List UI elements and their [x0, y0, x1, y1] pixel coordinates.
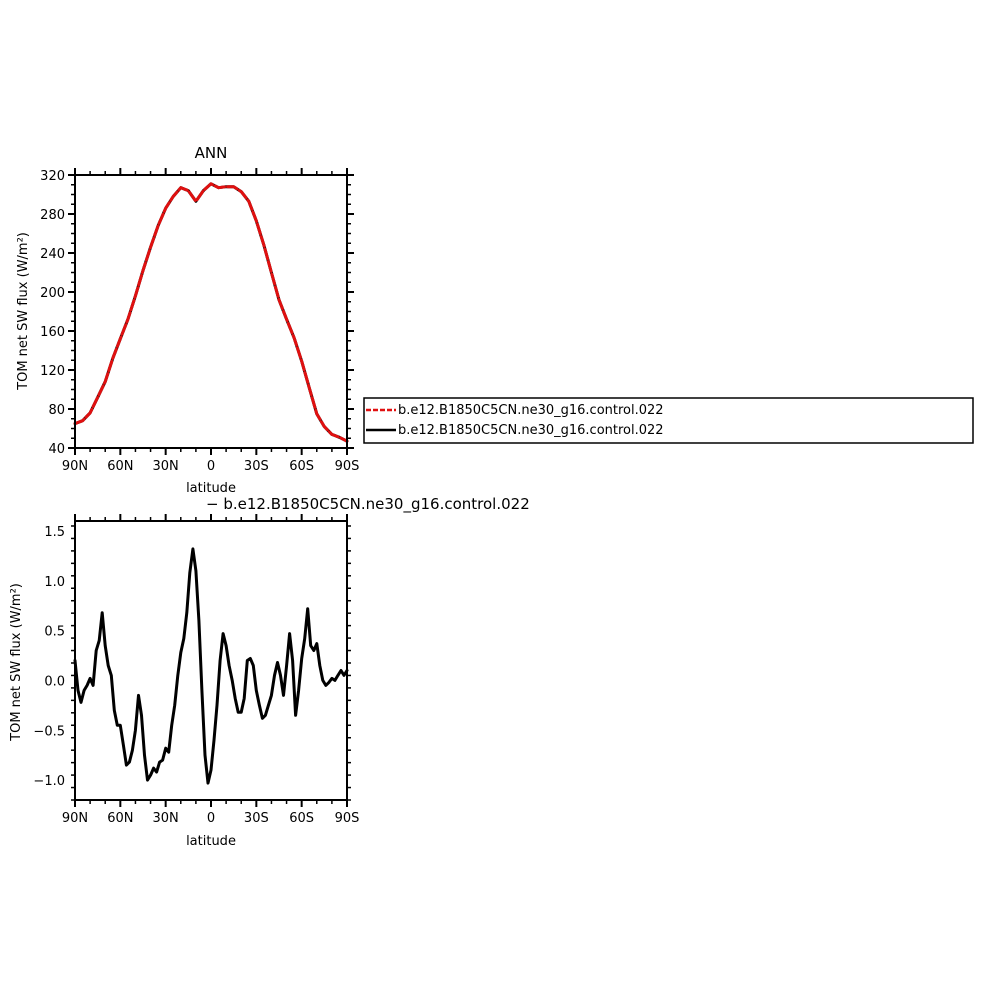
top-series-line-black-solid — [73, 182, 349, 443]
top-x-tick-label: 60S — [289, 459, 314, 474]
bottom-y-tick-label: 1.5 — [44, 525, 65, 540]
top-series-layer — [73, 182, 349, 443]
top-x-tick-label: 0 — [207, 459, 215, 474]
top-x-tick-label: 30N — [153, 459, 179, 474]
top-series-line-red-dashed — [73, 182, 349, 443]
legend-label-2: b.e12.B1850C5CN.ne30_g16.control.022 — [398, 423, 664, 438]
top-y-tick-label: 120 — [40, 364, 65, 379]
top-plot-frame — [74, 174, 348, 449]
legend-label-1: b.e12.B1850C5CN.ne30_g16.control.022 — [398, 403, 664, 418]
bottom-y-tick-label: −0.5 — [33, 724, 65, 739]
top-x-tick-label: 30S — [244, 459, 269, 474]
top-tick-layer: 90N 60N 30N 0 30S 60S 90S 40 80 120 160 200 240 280 32… — [40, 168, 359, 474]
bottom-y-tick-label: 0.0 — [44, 674, 65, 689]
top-y-tick-label: 160 — [40, 325, 65, 340]
top-y-tick-label: 280 — [40, 208, 65, 223]
top-y-tick-label: 320 — [40, 169, 65, 184]
top-y-axis-title: TOM net SW flux (W/m²) — [16, 232, 31, 391]
top-x-axis-title: latitude — [186, 481, 236, 496]
legend-box — [363, 397, 974, 444]
bottom-y-tick-label: 1.0 — [44, 575, 65, 590]
bottom-x-tick-label: 30N — [153, 811, 179, 826]
top-x-tick-label: 90S — [335, 459, 360, 474]
top-y-tick-label: 40 — [48, 442, 65, 457]
bottom-series-layer — [73, 547, 349, 785]
panel-bottom: − b.e12.B1850C5CN.ne30_g16.control.022 9… — [9, 495, 530, 849]
bottom-x-axis-title: latitude — [186, 834, 236, 849]
bottom-x-tick-label: 30S — [244, 811, 269, 826]
bottom-y-tick-label: 0.5 — [44, 625, 65, 640]
top-panel-title: ANN — [195, 144, 228, 162]
bottom-tick-layer: 90N 60N 30N 0 30S 60S 90S −1.0 −0.5 0.0 0.5 1.0 1.5 — [33, 514, 359, 826]
bottom-x-tick-label: 90N — [62, 811, 88, 826]
top-x-tick-label: 90N — [62, 459, 88, 474]
top-y-tick-label: 80 — [48, 403, 65, 418]
bottom-x-tick-label: 60S — [289, 811, 314, 826]
bottom-series-line-black-solid — [73, 547, 349, 785]
top-y-tick-label: 200 — [40, 286, 65, 301]
bottom-plot-frame — [74, 520, 348, 801]
bottom-y-axis-title: TOM net SW flux (W/m²) — [9, 583, 24, 742]
top-x-tick-label: 60N — [107, 459, 133, 474]
bottom-y-tick-label: −1.0 — [33, 774, 65, 789]
legend: b.e12.B1850C5CN.ne30_g16.control.022 b.e… — [363, 397, 974, 444]
bottom-x-tick-label: 60N — [107, 811, 133, 826]
bottom-x-tick-label: 0 — [207, 811, 215, 826]
panel-top: ANN 90N 60N 30N 0 30S 60S 90S 40 80 120 160 200 240 2… — [16, 144, 359, 496]
difference-caption: − b.e12.B1850C5CN.ne30_g16.control.022 — [206, 495, 530, 514]
bottom-x-tick-label: 90S — [335, 811, 360, 826]
top-y-tick-label: 240 — [40, 247, 65, 262]
